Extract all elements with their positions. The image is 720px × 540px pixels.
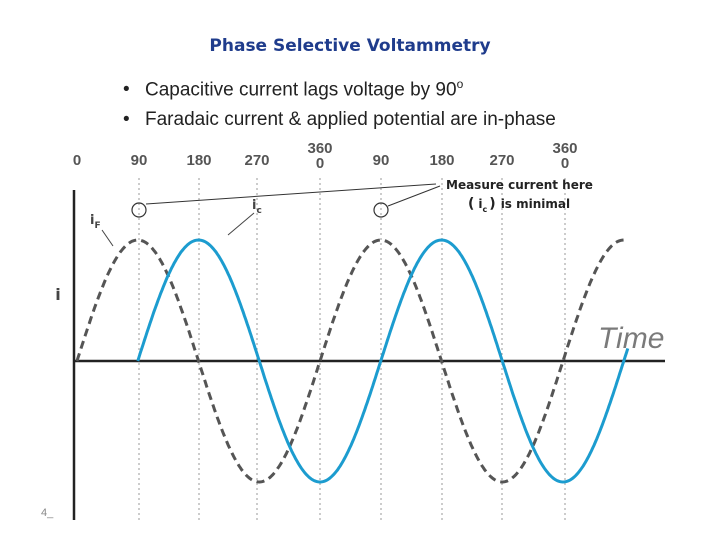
faradaic-label: iF: [90, 213, 101, 231]
bullet-dot: •: [123, 109, 130, 130]
capacitive-label-leader: [227, 212, 255, 236]
capacitive-current-wave: [136, 238, 630, 484]
bullet-faradaic-in-phase-text: Faradaic current & applied potential are…: [145, 109, 556, 130]
phase-label-0: 0: [73, 152, 81, 169]
measure-point-marker: [131, 202, 147, 218]
phase-label-0: 0: [316, 155, 324, 172]
callout-leader-line: [145, 183, 437, 205]
phase-label-270: 270: [489, 152, 514, 169]
phase-label-270: 270: [244, 152, 269, 169]
page-number: 4_: [41, 507, 54, 519]
phase-label-90: 90: [373, 152, 390, 169]
callout-condition-text: (ic) is minimal: [468, 196, 570, 214]
slide-title: Phase Selective Voltammetry: [209, 36, 491, 56]
bullet-capacitive-lag: • Capacitive current lags voltage by 90o: [123, 77, 463, 101]
x-axis-label: Time: [598, 322, 664, 355]
phase-label-180: 180: [186, 152, 211, 169]
phase-gridlines: [138, 178, 566, 520]
y-axis-label: i: [55, 285, 60, 304]
phase-label-0: 0: [561, 155, 569, 172]
phase-label-360: 360: [552, 140, 577, 157]
faradaic-label-leader: [101, 229, 114, 247]
phase-label-180: 180: [429, 152, 454, 169]
bullet-dot: •: [123, 79, 130, 101]
measure-point-marker: [373, 202, 389, 218]
degree-superscript: o: [456, 77, 464, 91]
bullet-faradaic-in-phase: • Faradaic current & applied potential ar…: [123, 109, 556, 131]
phase-label-360: 360: [307, 140, 332, 157]
phase-label-90: 90: [131, 152, 148, 169]
bullet-capacitive-lag-text: Capacitive current lags voltage by 90: [145, 79, 457, 101]
callout-measure-text: Measure current here: [446, 178, 593, 192]
callout-leader-line: [387, 185, 441, 207]
capacitive-label: ic: [252, 198, 262, 216]
